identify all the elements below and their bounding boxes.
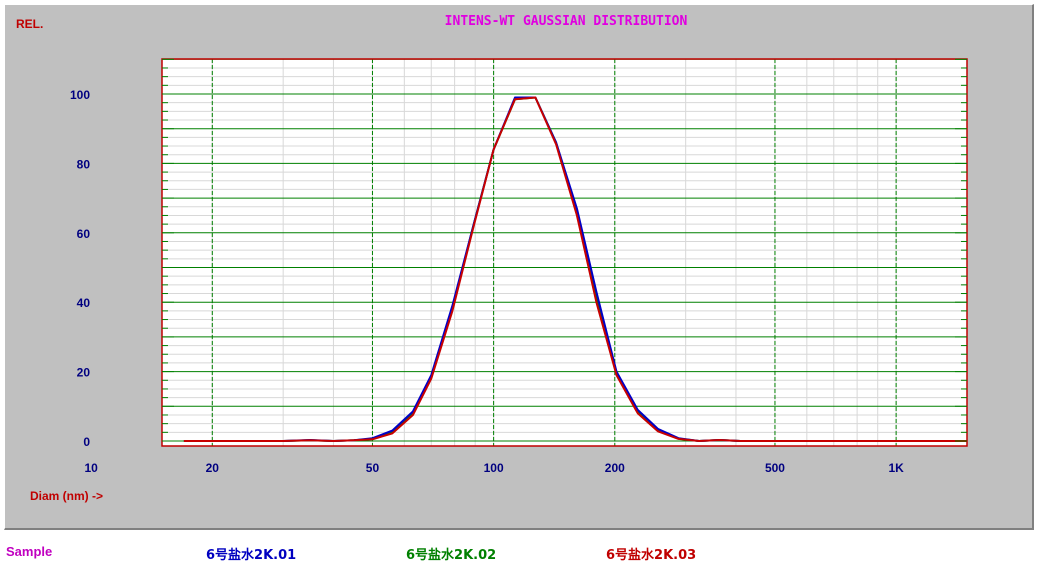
x-tick-label: 200 — [605, 461, 625, 475]
minor-grid — [162, 59, 967, 446]
y-tick-label: 100 — [70, 88, 90, 102]
plot-frame — [161, 58, 968, 447]
y-tick-label: 80 — [77, 157, 91, 171]
plot-border — [161, 58, 968, 447]
legend-entry-01: 6号盐水2K.01 — [206, 548, 297, 563]
x-tick-labels: 10 20 50 100 200 500 1K — [84, 461, 904, 475]
x-tick-label: 500 — [765, 461, 785, 475]
series-line-3 — [183, 96, 967, 442]
x-tick-label: 10 — [84, 461, 98, 475]
y-tick-label: 60 — [77, 227, 91, 241]
y-axis-label: REL. — [16, 17, 43, 31]
plot-area — [162, 59, 967, 446]
legend-entry-02: 6号盐水2K.02 — [406, 548, 497, 563]
legend-entry-03: 6号盐水2K.03 — [606, 548, 697, 563]
chart-title: INTENS-WT GAUSSIAN DISTRIBUTION — [445, 14, 688, 29]
x-tick-label: 100 — [484, 461, 504, 475]
series-lines — [183, 96, 967, 442]
y-tick-label: 0 — [83, 435, 90, 449]
legend-label: Sample — [6, 544, 53, 559]
y-tick-label: 20 — [77, 366, 91, 380]
y-tick-label: 40 — [77, 296, 91, 310]
x-tick-label: 20 — [206, 461, 220, 475]
x-tick-label: 50 — [366, 461, 380, 475]
y-tick-labels: 0 20 40 60 80 100 — [70, 88, 90, 449]
x-axis-label: Diam (nm) -> — [30, 489, 103, 503]
plot-background — [162, 59, 967, 446]
x-tick-label: 1K — [888, 461, 904, 475]
